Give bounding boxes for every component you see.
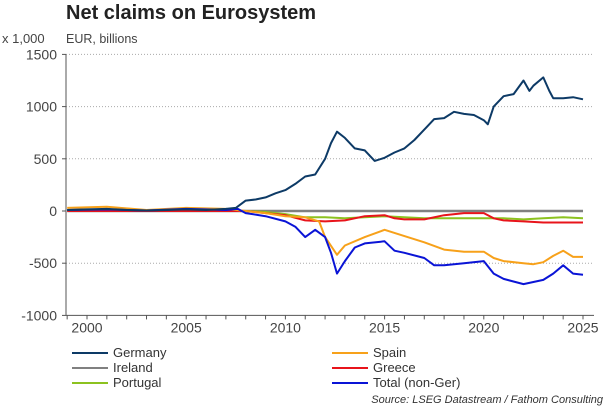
legend-label: Portugal bbox=[113, 375, 161, 390]
x-tick-label: 2015 bbox=[369, 319, 400, 335]
legend-item: Germany bbox=[72, 345, 166, 360]
x-tick-label: 2020 bbox=[468, 319, 499, 335]
legend-label: Ireland bbox=[113, 360, 153, 375]
legend-swatch bbox=[332, 352, 368, 354]
legend-swatch bbox=[332, 367, 368, 369]
x-tick-label: 2010 bbox=[270, 319, 301, 335]
legend-item: Portugal bbox=[72, 375, 161, 390]
legend-item: Greece bbox=[332, 360, 416, 375]
x-tick-label: 2005 bbox=[171, 319, 202, 335]
y-tick-label: 500 bbox=[34, 151, 58, 167]
legend-label: Spain bbox=[373, 345, 406, 360]
y-tick-label: 1000 bbox=[26, 99, 57, 115]
series-line-spain bbox=[67, 207, 583, 264]
y-tick-label: 0 bbox=[49, 203, 57, 219]
legend-swatch bbox=[332, 382, 368, 384]
y-tick-label: 1500 bbox=[26, 46, 57, 62]
legend-label: Greece bbox=[373, 360, 416, 375]
x-tick-label: 2000 bbox=[71, 319, 102, 335]
legend-swatch bbox=[72, 352, 108, 354]
legend-item: Ireland bbox=[72, 360, 153, 375]
legend-item: Spain bbox=[332, 345, 406, 360]
legend-swatch bbox=[72, 382, 108, 384]
y-tick-label: -1000 bbox=[21, 307, 57, 323]
legend-item: Total (non-Ger) bbox=[332, 375, 460, 390]
x-tick-label: 2025 bbox=[567, 319, 598, 335]
legend-label: Germany bbox=[113, 345, 166, 360]
series-line-germany bbox=[67, 77, 583, 210]
source-note: Source: LSEG Datastream / Fathom Consult… bbox=[371, 394, 603, 406]
legend-label: Total (non-Ger) bbox=[373, 375, 460, 390]
legend-swatch bbox=[72, 367, 108, 369]
y-tick-label: -500 bbox=[29, 255, 57, 271]
